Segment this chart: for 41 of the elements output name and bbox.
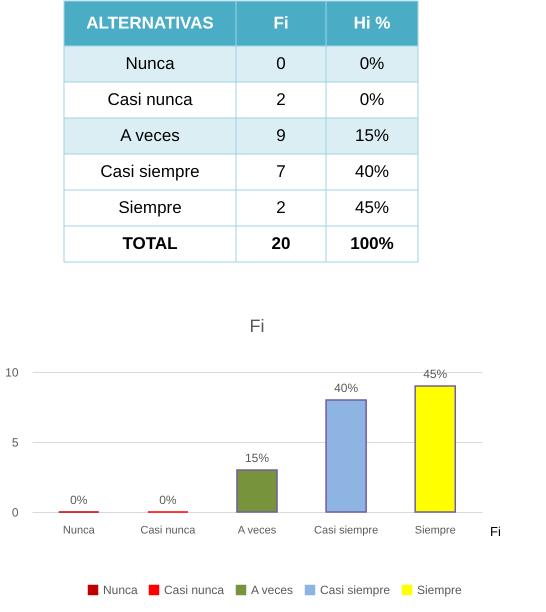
annotation: 40% xyxy=(334,381,358,395)
annotation: 0% xyxy=(159,493,177,507)
annotation: 15% xyxy=(244,451,270,465)
text: 2 xyxy=(276,198,286,217)
text: Fi xyxy=(490,524,501,539)
x-tick-label: Nunca xyxy=(62,524,96,536)
text: A veces xyxy=(120,126,180,145)
x-tick-label: Casi nunca xyxy=(140,524,196,536)
legend-label: Siempre xyxy=(417,583,462,597)
y-tick-label: 5 xyxy=(12,436,19,450)
text: 0% xyxy=(360,90,384,109)
text: Fi xyxy=(273,14,289,32)
text: 15% xyxy=(354,126,390,145)
text: Hi % xyxy=(354,14,390,32)
text: Siempre xyxy=(118,198,182,217)
legend-label: Casi nunca xyxy=(164,583,224,597)
chart-title: Fi xyxy=(250,316,264,336)
text: 0% xyxy=(360,54,384,73)
annotation: 0% xyxy=(70,493,88,507)
legend-label: Casi siempre xyxy=(320,583,390,597)
x-tick-label: Casi siempre xyxy=(314,524,378,536)
text: 40% xyxy=(354,162,390,181)
y-tick-label: 10 xyxy=(5,366,19,380)
text: 45% xyxy=(354,198,390,217)
legend-label: A veces xyxy=(251,583,294,597)
x-tick-label: A veces xyxy=(238,524,277,536)
text: 2 xyxy=(276,90,286,109)
x-tick-label: Siempre xyxy=(414,524,456,536)
text: ALTERNATIVAS xyxy=(86,14,214,32)
text: 7 xyxy=(276,162,286,181)
text: TOTAL xyxy=(122,234,178,253)
text: 20 xyxy=(272,234,290,253)
text: Casi nunca xyxy=(107,90,194,109)
text: 9 xyxy=(276,126,286,145)
text: 100% xyxy=(350,234,394,253)
text: Casi siempre xyxy=(100,162,200,181)
legend-label: Nunca xyxy=(103,583,138,597)
text: 0 xyxy=(276,54,286,73)
y-tick-label: 0 xyxy=(12,506,19,520)
annotation: 45% xyxy=(423,367,448,381)
text: Nunca xyxy=(125,54,176,73)
